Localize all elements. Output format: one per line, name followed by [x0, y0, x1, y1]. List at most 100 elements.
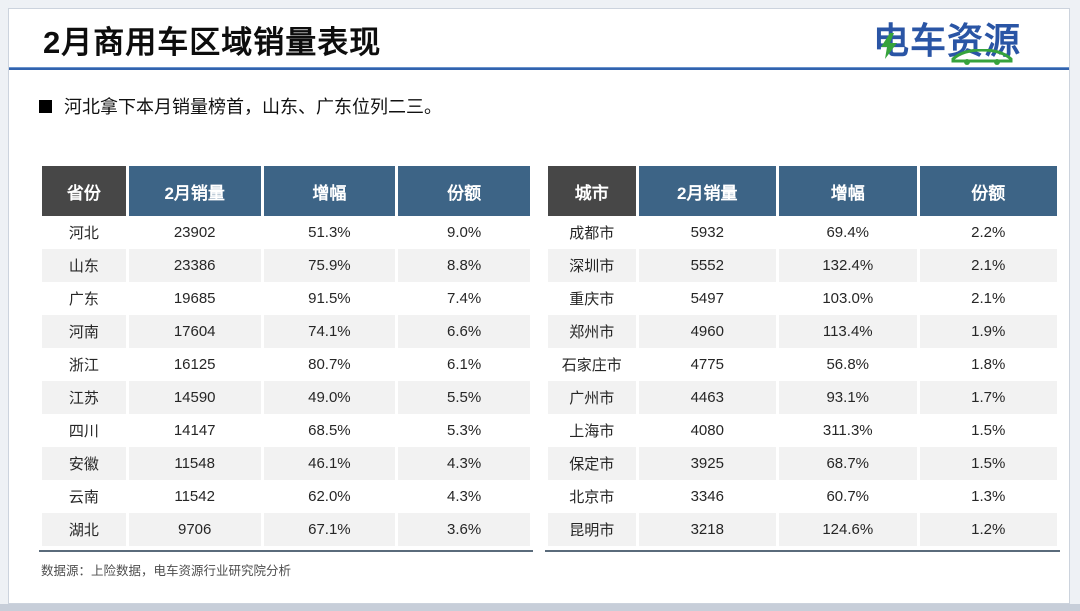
table-cell: 124.6% — [779, 513, 917, 546]
table-row: 郑州市 4960 113.4% 1.9% — [548, 315, 1057, 348]
table-cell: 1.8% — [919, 348, 1057, 381]
column-header-share: 份额 — [919, 166, 1057, 216]
table-cell: 保定市 — [548, 447, 636, 480]
table-cell: 7.4% — [398, 282, 530, 315]
table-cell: 4775 — [638, 348, 776, 381]
table-cell: 2.1% — [919, 249, 1057, 282]
table-cell: 石家庄市 — [548, 348, 636, 381]
table-cell: 56.8% — [779, 348, 917, 381]
column-header-share: 份额 — [398, 166, 530, 216]
table-cell: 60.7% — [779, 480, 917, 513]
table-cell: 23386 — [128, 249, 261, 282]
table-cell: 5497 — [638, 282, 776, 315]
table-cell: 9.0% — [398, 216, 530, 249]
table-cell: 1.7% — [919, 381, 1057, 414]
table-row: 浙江 16125 80.7% 6.1% — [42, 348, 530, 381]
table-row: 河北 23902 51.3% 9.0% — [42, 216, 530, 249]
table-row: 重庆市 5497 103.0% 2.1% — [548, 282, 1057, 315]
table-cell: 1.2% — [919, 513, 1057, 546]
table-row: 昆明市 3218 124.6% 1.2% — [548, 513, 1057, 546]
table-row: 江苏 14590 49.0% 5.5% — [42, 381, 530, 414]
table-cell: 11548 — [128, 447, 261, 480]
column-header-city: 城市 — [548, 166, 636, 216]
table-cell: 河南 — [42, 315, 126, 348]
table-cell: 四川 — [42, 414, 126, 447]
table-cell: 广州市 — [548, 381, 636, 414]
table-cell: 3.6% — [398, 513, 530, 546]
table-cell: 132.4% — [779, 249, 917, 282]
table-cell: 3925 — [638, 447, 776, 480]
table-cell: 2.1% — [919, 282, 1057, 315]
table-row: 山东 23386 75.9% 8.8% — [42, 249, 530, 282]
table-row: 云南 11542 62.0% 4.3% — [42, 480, 530, 513]
table-cell: 1.5% — [919, 414, 1057, 447]
table-cell: 1.5% — [919, 447, 1057, 480]
table-cell: 8.8% — [398, 249, 530, 282]
table-cell: 广东 — [42, 282, 126, 315]
table-cell: 14147 — [128, 414, 261, 447]
table-cell: 46.1% — [263, 447, 396, 480]
table-cell: 74.1% — [263, 315, 396, 348]
table-cell: 北京市 — [548, 480, 636, 513]
table-cell: 山东 — [42, 249, 126, 282]
car-icon — [951, 49, 1013, 65]
table-cell: 郑州市 — [548, 315, 636, 348]
table-row: 石家庄市 4775 56.8% 1.8% — [548, 348, 1057, 381]
table-cell: 河北 — [42, 216, 126, 249]
table-cell: 江苏 — [42, 381, 126, 414]
table-cell: 3218 — [638, 513, 776, 546]
table-cell: 62.0% — [263, 480, 396, 513]
table-row: 上海市 4080 311.3% 1.5% — [548, 414, 1057, 447]
column-header-feb-sales: 2月销量 — [128, 166, 261, 216]
table-cell: 69.4% — [779, 216, 917, 249]
table-row: 成都市 5932 69.4% 2.2% — [548, 216, 1057, 249]
city-sales-table: 城市 2月销量 增幅 份额 成都市 5932 69.4% 2.2% 深圳市 5552 132… — [545, 166, 1060, 552]
column-header-growth: 增幅 — [779, 166, 917, 216]
table-header-row: 城市 2月销量 增幅 份额 — [548, 166, 1057, 216]
table-row: 广东 19685 91.5% 7.4% — [42, 282, 530, 315]
table-cell: 23902 — [128, 216, 261, 249]
table-cell: 67.1% — [263, 513, 396, 546]
table-cell: 湖北 — [42, 513, 126, 546]
table-cell: 安徽 — [42, 447, 126, 480]
table-cell: 6.1% — [398, 348, 530, 381]
table-cell: 103.0% — [779, 282, 917, 315]
table-cell: 上海市 — [548, 414, 636, 447]
table-cell: 93.1% — [779, 381, 917, 414]
table-cell: 19685 — [128, 282, 261, 315]
table-cell: 113.4% — [779, 315, 917, 348]
table-cell: 5932 — [638, 216, 776, 249]
page-title: 2月商用车区域销量表现 — [43, 25, 382, 60]
table-row: 湖北 9706 67.1% 3.6% — [42, 513, 530, 546]
table-cell: 浙江 — [42, 348, 126, 381]
table-cell: 深圳市 — [548, 249, 636, 282]
table-cell: 4463 — [638, 381, 776, 414]
table-row: 广州市 4463 93.1% 1.7% — [548, 381, 1057, 414]
table-cell: 2.2% — [919, 216, 1057, 249]
table-cell: 1.9% — [919, 315, 1057, 348]
table-cell: 17604 — [128, 315, 261, 348]
table-row: 北京市 3346 60.7% 1.3% — [548, 480, 1057, 513]
slide: 2月商用车区域销量表现 电车资源 河北拿下本月销量榜首，山东、广东位列二三。 省… — [8, 8, 1070, 604]
table-row: 安徽 11548 46.1% 4.3% — [42, 447, 530, 480]
table-cell: 68.7% — [779, 447, 917, 480]
table-cell: 5.5% — [398, 381, 530, 414]
table-cell: 5.3% — [398, 414, 530, 447]
table-cell: 4960 — [638, 315, 776, 348]
table-cell: 4.3% — [398, 447, 530, 480]
table-cell: 51.3% — [263, 216, 396, 249]
column-header-province: 省份 — [42, 166, 126, 216]
table-cell: 1.3% — [919, 480, 1057, 513]
column-header-growth: 增幅 — [263, 166, 396, 216]
key-point: 河北拿下本月销量榜首，山东、广东位列二三。 — [39, 93, 442, 119]
table-cell: 6.6% — [398, 315, 530, 348]
bottom-accent-bar — [0, 604, 1080, 611]
table-cell: 311.3% — [779, 414, 917, 447]
brand-logo: 电车资源 — [873, 15, 1021, 67]
table-row: 四川 14147 68.5% 5.3% — [42, 414, 530, 447]
table-cell: 5552 — [638, 249, 776, 282]
table-cell: 成都市 — [548, 216, 636, 249]
table-cell: 4.3% — [398, 480, 530, 513]
table-cell: 91.5% — [263, 282, 396, 315]
table-cell: 68.5% — [263, 414, 396, 447]
